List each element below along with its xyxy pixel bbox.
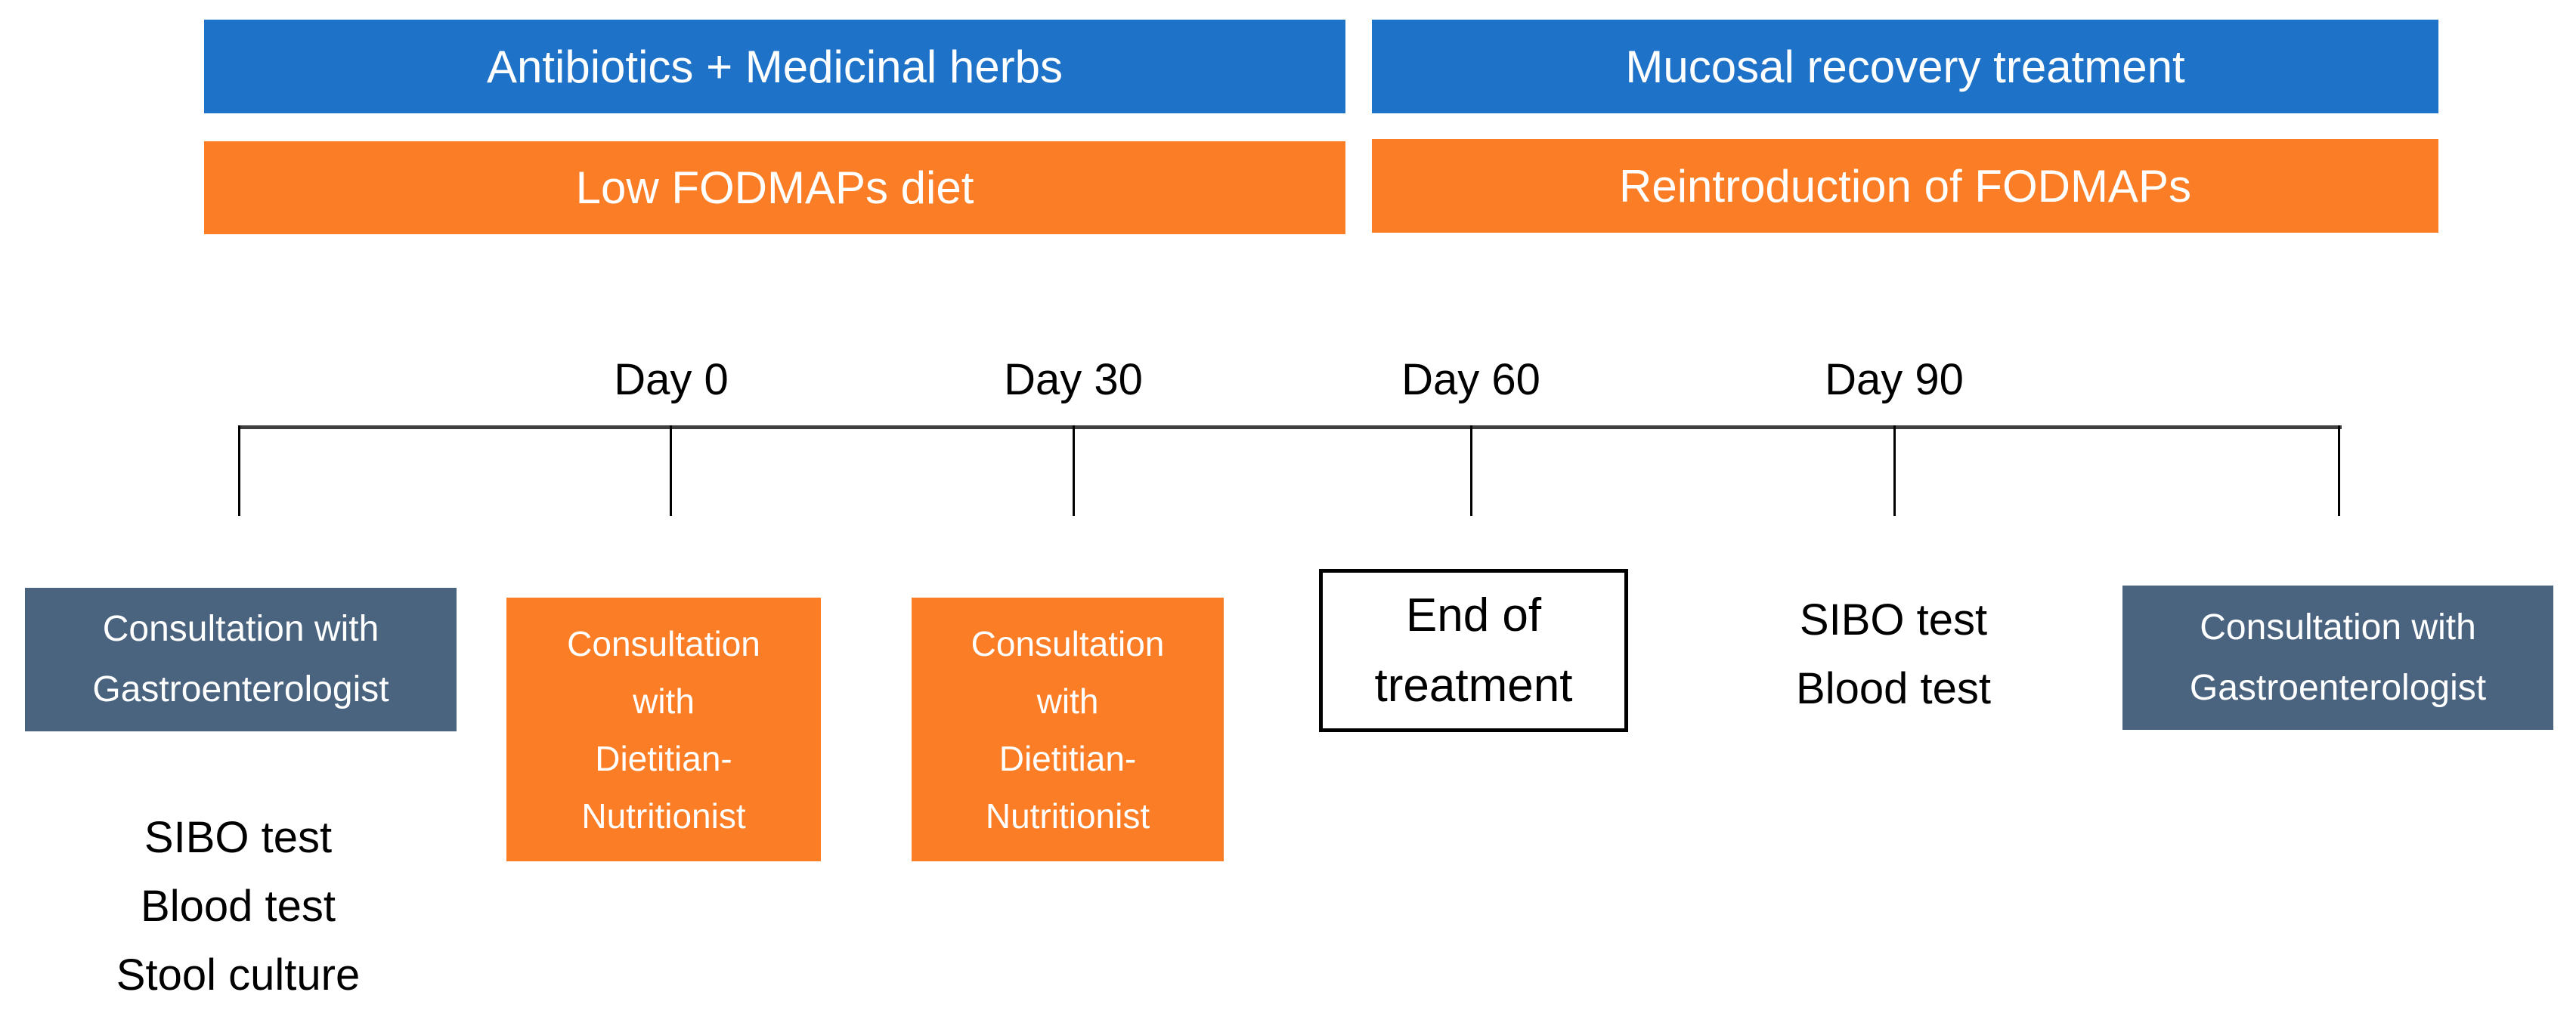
event-box-gastroenterologist-final: Consultation with Gastroenterologist — [2122, 586, 2553, 730]
event-box-text: Consultation with — [2200, 607, 2476, 647]
event-box-text: Dietitian- — [595, 738, 732, 778]
event-box-text: treatment — [1374, 660, 1573, 712]
phase-bar-mucosal-recovery: Mucosal recovery treatment — [1372, 20, 2438, 113]
phase-bar-reintroduction-fodmaps: Reintroduction of FODMAPs — [1372, 139, 2438, 233]
day-label-0: Day 0 — [614, 355, 729, 404]
timeline-tick-day0 — [670, 425, 672, 516]
test-item: Blood test — [1796, 664, 1991, 713]
day90-tests-list: SIBO test Blood test — [1704, 586, 2082, 723]
timeline-tick-day30 — [1073, 425, 1075, 516]
event-box-text: Dietitian- — [999, 738, 1137, 778]
test-item: SIBO test — [144, 813, 333, 862]
phase-bar-label: Reintroduction of FODMAPs — [1619, 160, 2191, 212]
event-box-dietitian-day0: Consultation with Dietitian- Nutritionis… — [506, 598, 821, 861]
phase-bar-antibiotics-herbs: Antibiotics + Medicinal herbs — [204, 20, 1345, 113]
baseline-tests-list: SIBO test Blood test Stool culture — [30, 803, 446, 1009]
event-box-text: Gastroenterologist — [2189, 667, 2487, 708]
phase-bar-low-fodmap-diet: Low FODMAPs diet — [204, 141, 1345, 234]
event-box-text: Nutritionist — [581, 796, 746, 836]
event-box-dietitian-day30: Consultation with Dietitian- Nutritionis… — [912, 598, 1224, 861]
event-box-text: Nutritionist — [985, 796, 1150, 836]
phase-bar-label: Low FODMAPs diet — [575, 162, 974, 213]
event-box-text: Consultation with — [102, 609, 379, 649]
test-item: Blood test — [141, 882, 336, 931]
event-box-text: with — [633, 681, 695, 721]
phase-bar-label: Mucosal recovery treatment — [1625, 41, 2185, 92]
event-box-text: with — [1036, 681, 1099, 721]
event-box-end-of-treatment: End of treatment — [1319, 569, 1628, 732]
day-label-90: Day 90 — [1825, 355, 1964, 404]
timeline-axis — [239, 425, 2342, 429]
test-item: Stool culture — [116, 950, 361, 1000]
timeline-tick-start — [238, 425, 240, 516]
event-box-gastroenterologist-baseline: Consultation with Gastroenterologist — [25, 588, 457, 731]
test-item: SIBO test — [1799, 595, 1988, 644]
event-box-text: End of — [1405, 589, 1542, 641]
timeline-tick-day60 — [1470, 425, 1472, 516]
timeline-tick-end — [2338, 425, 2340, 516]
event-box-text: Consultation — [567, 623, 760, 663]
event-box-text: Gastroenterologist — [92, 669, 389, 709]
day-label-60: Day 60 — [1401, 355, 1540, 404]
day-label-30: Day 30 — [1004, 355, 1143, 404]
timeline-tick-day90 — [1893, 425, 1896, 516]
event-box-text: Consultation — [971, 623, 1165, 663]
phase-bar-label: Antibiotics + Medicinal herbs — [486, 41, 1064, 92]
